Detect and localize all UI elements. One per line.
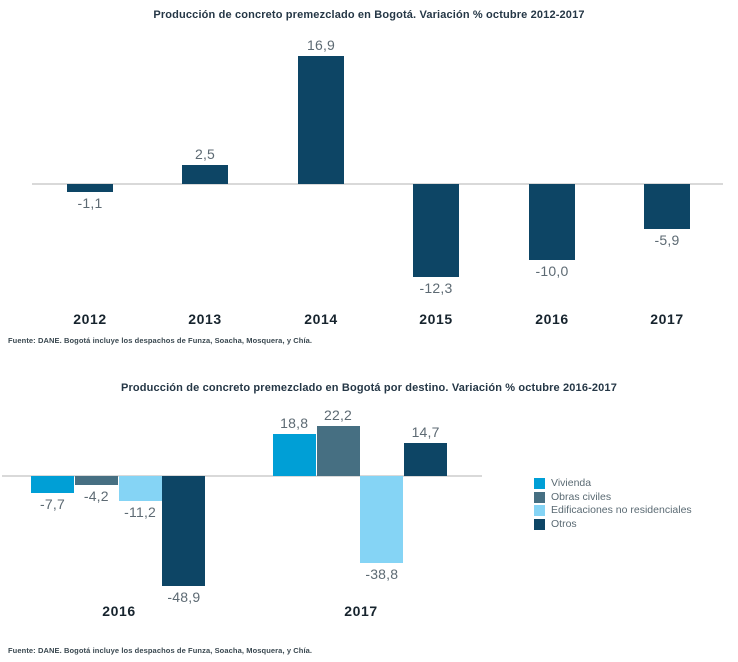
- legend-item-vivienda: Vivienda: [534, 478, 692, 489]
- chart2-axis-label-2017: 2017: [344, 603, 378, 619]
- chart2-value-label-vivienda-2016: -7,7: [40, 496, 65, 513]
- chart2-axis-label-2016: 2016: [102, 603, 136, 619]
- legend-item-label: Edificaciones no residenciales: [551, 504, 692, 517]
- chart2-title: Producción de concreto premezclado en Bo…: [121, 382, 617, 394]
- chart1-bar-2015: [413, 184, 459, 278]
- chart1-bar-2014: [298, 56, 344, 184]
- chart2-value-label-vivienda-2017: 18,8: [280, 414, 309, 431]
- chart1-zero-axis-line: [32, 183, 723, 185]
- chart2-value-label-obras-civiles-2016: -4,2: [83, 488, 109, 505]
- chart1-axis-label-2017: 2017: [650, 311, 684, 327]
- chart1-axis-label-2012: 2012: [73, 311, 107, 327]
- chart2-value-label-otros-2017: 14,7: [411, 423, 440, 440]
- chart2-bar-otros-2016: [162, 476, 206, 587]
- chart2-value-label-obras-civiles-2017: 22,2: [323, 407, 353, 424]
- chart2-bar-obras-civiles-2016: [74, 476, 118, 486]
- chart1-value-label-2013: 2,5: [194, 146, 216, 163]
- chart1-bar-2017: [644, 184, 690, 229]
- chart2-legend: Vivienda Obras civiles Edificaciones no re…: [534, 478, 692, 533]
- chart2-source-note: Fuente: DANE. Bogotá incluye los despach…: [8, 646, 313, 655]
- legend-swatch-icon-edificaciones-no-residenciales: [534, 505, 545, 517]
- chart2-value-label-edificaciones-no-residenciales-2017: -38,8: [365, 566, 399, 583]
- legend-item-label: Obras civiles: [551, 490, 612, 503]
- chart1-title: Producción de concreto premezclado en Bo…: [153, 9, 585, 21]
- legend-swatch-icon-obras-civiles: [534, 491, 545, 503]
- legend-item-obras-civiles: Obras civiles: [534, 490, 692, 503]
- legend-item-label: Otros: [551, 518, 577, 531]
- chart1-axis-label-2016: 2016: [535, 311, 569, 327]
- legend-swatch-icon-vivienda: [534, 478, 545, 489]
- chart1-value-label-2014: 16,9: [306, 37, 336, 54]
- legend-swatch-icon-otros: [534, 519, 545, 531]
- chart1-source-note: Fuente: DANE. Bogotá incluye los despach…: [8, 336, 313, 345]
- chart1-bar-2012: [67, 184, 113, 193]
- legend-item-label: Vivienda: [551, 477, 592, 489]
- chart1-axis-label-2014: 2014: [304, 311, 338, 327]
- chart1-value-label-2012: -1,1: [77, 195, 103, 212]
- chart1-axis-label-2015: 2015: [419, 311, 453, 327]
- chart2-bar-vivienda-2016: [31, 476, 74, 494]
- chart2-zero-axis-line: [2, 475, 482, 477]
- chart2-bar-edificaciones-no-residenciales-2017: [360, 476, 404, 564]
- chart2-value-label-otros-2016: -48,9: [167, 589, 201, 606]
- chart2-bar-otros-2017: [404, 442, 448, 476]
- chart1-value-label-2016: -10,0: [535, 262, 569, 279]
- legend-item-otros: Otros: [534, 518, 692, 531]
- chart1-bar-2016: [529, 184, 575, 260]
- chart1-value-label-2015: -12,3: [419, 280, 453, 297]
- chart1-value-label-2017: -5,9: [654, 231, 680, 248]
- chart2-bar-edificaciones-no-residenciales-2016: [118, 476, 162, 502]
- legend-item-edificaciones-no-residenciales: Edificaciones no residenciales: [534, 504, 692, 517]
- chart2-bar-obras-civiles-2017: [316, 426, 360, 476]
- chart1-bar-2013: [182, 165, 228, 184]
- chart2-bar-vivienda-2017: [272, 433, 316, 476]
- chart2-value-label-edificaciones-no-residenciales-2016: -11,2: [124, 504, 157, 521]
- chart1-axis-label-2013: 2013: [188, 311, 222, 327]
